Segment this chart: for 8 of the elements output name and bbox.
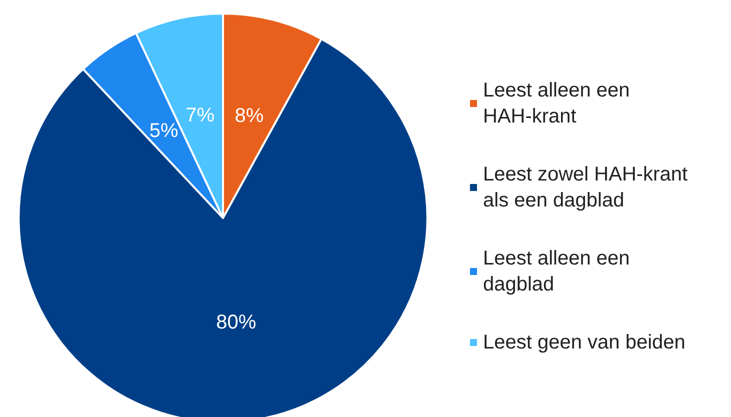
legend-label: Leest alleen een dagblad <box>483 248 636 296</box>
data-label: 7% <box>186 104 215 126</box>
legend-label: Leest zowel HAH-krant als een dagblad <box>483 164 694 212</box>
data-label: 5% <box>149 120 179 142</box>
data-label: 8% <box>234 105 264 128</box>
legend-label: Leest geen van beiden <box>483 332 686 354</box>
legend-label: Leest alleen een HAH-krant <box>483 80 636 128</box>
data-label: 80% <box>216 311 256 334</box>
